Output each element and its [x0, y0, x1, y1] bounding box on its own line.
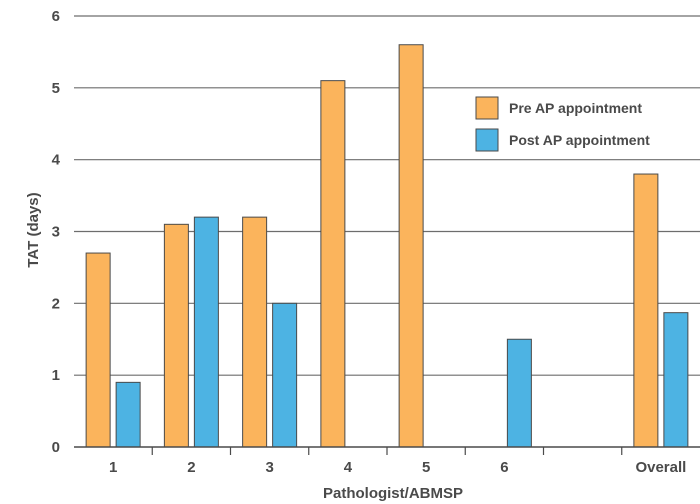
- bar-pre-4: [320, 80, 346, 448]
- legend-swatch-pre: [475, 96, 499, 120]
- x-tick-label: 3: [265, 459, 273, 476]
- x-tick-labels: 1 2 3 4 5 6 Overall: [109, 459, 686, 476]
- legend-label-post: Post AP appointment: [509, 132, 650, 148]
- bar-pre-1: [85, 252, 111, 448]
- bars: [85, 44, 689, 448]
- x-tick-label: 1: [109, 459, 117, 476]
- y-tick-label: 3: [52, 224, 60, 241]
- x-axis: [74, 446, 700, 455]
- bar-post-3: [272, 302, 298, 448]
- bar-pre-Overall: [633, 173, 659, 448]
- bar-post-2: [193, 216, 219, 448]
- y-tick-label: 2: [52, 295, 60, 312]
- bar-pre-2: [163, 223, 189, 448]
- y-tick-label: 1: [52, 367, 60, 384]
- y-axis-title: TAT (days): [25, 192, 42, 267]
- y-tick-labels: 0 1 2 3 4 5 6: [52, 8, 61, 456]
- bar-post-Overall: [663, 312, 689, 448]
- x-tick-label: 5: [422, 459, 430, 476]
- legend-swatch-post: [475, 128, 499, 152]
- bar-pre-3: [242, 216, 268, 448]
- bar-post-6: [506, 338, 532, 448]
- y-tick-label: 4: [52, 152, 61, 169]
- y-tick-label: 0: [52, 439, 60, 456]
- legend-label-pre: Pre AP appointment: [509, 100, 642, 116]
- x-tick-label: 2: [187, 459, 195, 476]
- x-tick-label: 6: [500, 459, 508, 476]
- x-tick-label: Overall: [635, 459, 686, 476]
- bar-pre-5: [398, 44, 424, 448]
- bar-post-1: [115, 381, 141, 448]
- y-tick-label: 6: [52, 8, 60, 25]
- legend: Pre AP appointment Post AP appointment: [475, 96, 650, 152]
- x-tick-label: 4: [344, 459, 353, 476]
- y-tick-label: 5: [52, 80, 60, 97]
- x-axis-title: Pathologist/ABMSP: [323, 485, 463, 502]
